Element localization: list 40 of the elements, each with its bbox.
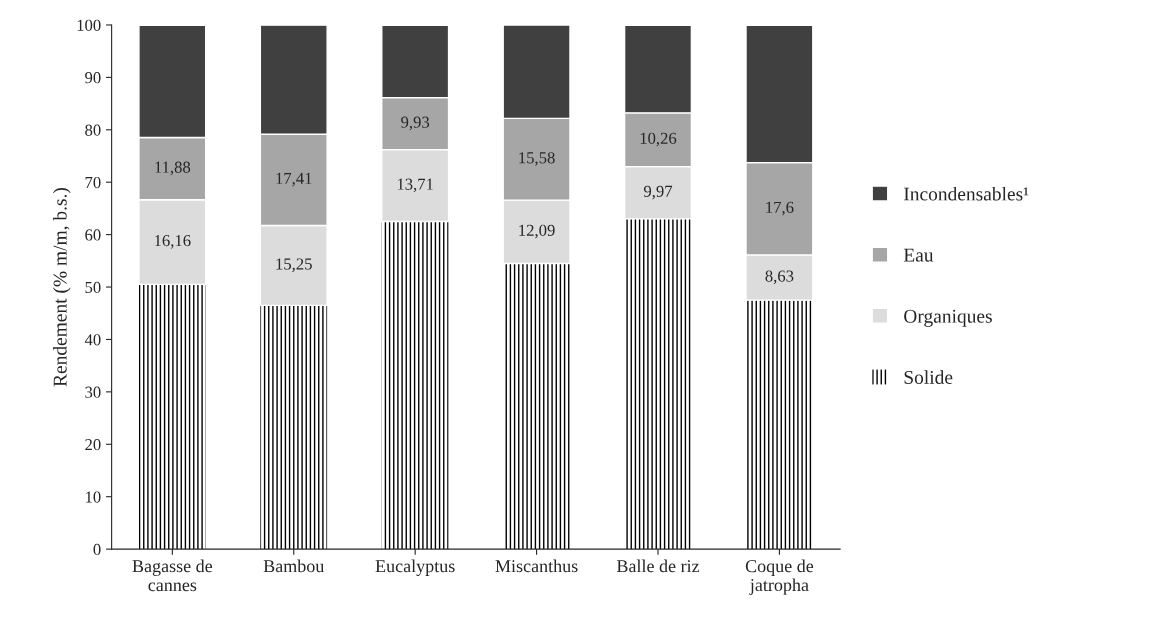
bar xyxy=(624,218,692,550)
data-label: 11,88 xyxy=(155,161,191,176)
x-tick-label: Bagasse de cannes xyxy=(132,559,213,592)
x-tick-label: Bambou xyxy=(263,559,325,573)
data-label: 13,71 xyxy=(397,178,433,193)
x-tick-label: Balle de riz xyxy=(616,559,700,573)
data-label: 15,58 xyxy=(519,152,555,166)
legend-label: Incondensables¹ xyxy=(904,186,1029,201)
y-tick-label: 100 xyxy=(77,19,101,31)
legend-label: Solide xyxy=(904,370,953,384)
y-tick-label: 30 xyxy=(85,386,101,398)
data-label: 12,09 xyxy=(519,224,555,239)
data-label: 9,97 xyxy=(643,185,673,200)
data-label: 8,63 xyxy=(765,270,794,285)
x-tick-label: Coque de jatropha xyxy=(745,559,814,595)
bar xyxy=(138,284,206,550)
data-label: 15,25 xyxy=(276,258,312,272)
data-label: 17,41 xyxy=(276,172,312,187)
bar xyxy=(503,263,570,550)
x-tick-label: Eucalyptus xyxy=(375,559,455,576)
y-tick-label: 20 xyxy=(85,438,101,451)
x-tick-label: Miscanthus xyxy=(495,559,578,573)
y-axis-title: Rendement (% m/m, b.s.) xyxy=(53,187,71,387)
y-tick-label: 0 xyxy=(93,543,101,556)
bar xyxy=(746,300,813,550)
legend-label: Eau xyxy=(903,248,934,262)
bar xyxy=(260,305,328,550)
data-label: 17,6 xyxy=(766,201,794,216)
y-tick-label: 70 xyxy=(85,176,101,189)
data-label: 16,16 xyxy=(155,235,191,249)
y-tick-label: 90 xyxy=(85,72,101,84)
y-tick-label: 10 xyxy=(86,491,101,503)
bar xyxy=(381,221,449,550)
y-tick-label: 50 xyxy=(85,281,101,293)
y-tick-label: 60 xyxy=(85,229,101,241)
y-tick-label: 40 xyxy=(84,334,101,346)
data-label: 9,93 xyxy=(401,116,430,131)
data-label: 10,26 xyxy=(640,132,677,147)
legend-label: Organiques xyxy=(904,309,992,327)
y-tick-label: 80 xyxy=(85,124,101,136)
